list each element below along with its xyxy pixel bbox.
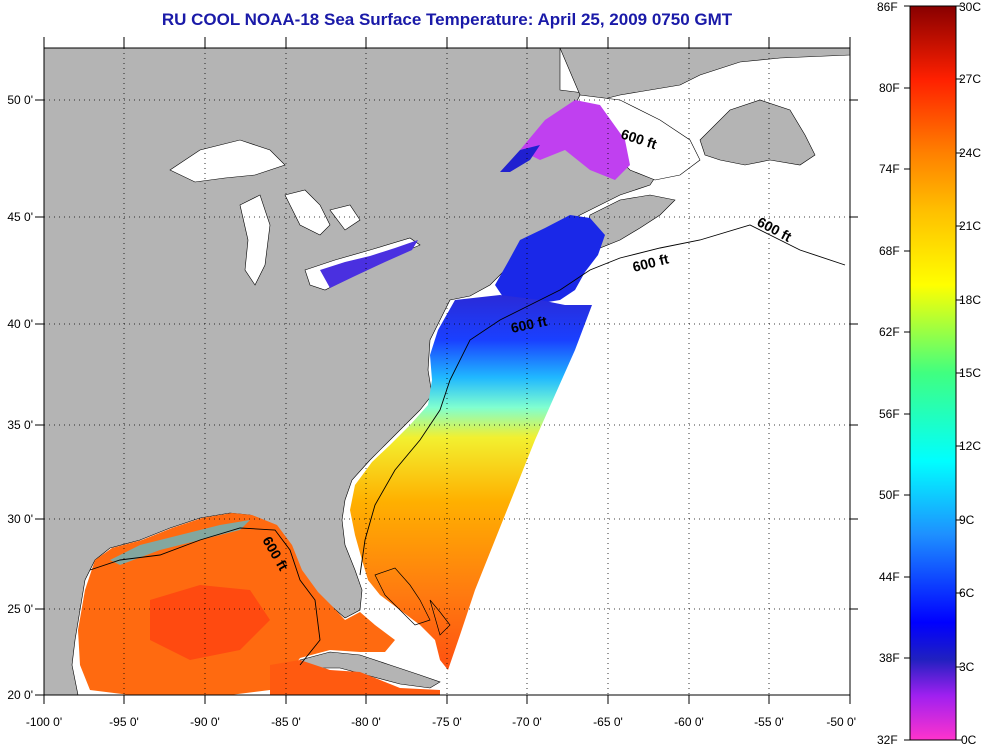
land-north-america — [44, 48, 661, 695]
lon-label: -100 0' — [26, 715, 62, 729]
lat-label: 20 0' — [7, 688, 33, 702]
colorbar-c-label: 15C — [959, 366, 982, 380]
colorbar-c-label: 27C — [959, 72, 982, 86]
sst-atlantic-swath — [350, 295, 592, 670]
lon-label: -70 0' — [512, 715, 542, 729]
contour-label-gulf-maine: 600 ft — [509, 313, 548, 336]
colorbar-c-label: 12C — [959, 439, 982, 453]
colorbar-c-label: 30C — [959, 0, 982, 14]
sst-gulf-coastal-cool — [110, 520, 250, 565]
lon-label: -75 0' — [432, 715, 462, 729]
lat-label: 50 0' — [7, 93, 33, 107]
lon-label: -90 0' — [190, 715, 220, 729]
land-cuba — [299, 651, 441, 689]
axis-ticks — [35, 37, 858, 704]
lat-label: 30 0' — [7, 512, 33, 526]
colorbar-f-label: 74F — [879, 162, 900, 176]
map-title: RU COOL NOAA-18 Sea Surface Temperature:… — [161, 10, 733, 29]
sst-lake-erie — [320, 240, 418, 288]
land-newfoundland — [699, 99, 816, 166]
colorbar-c-label: 3C — [959, 660, 975, 674]
sst-caribbean — [270, 660, 440, 695]
colorbar-f-label: 62F — [879, 325, 900, 339]
colorbar-f-label: 86F — [877, 0, 898, 14]
lon-label: -85 0' — [271, 715, 301, 729]
great-lakes — [169, 139, 421, 291]
sst-st-lawrence — [520, 100, 630, 180]
colorbar — [909, 5, 957, 741]
lat-label: 25 0' — [7, 602, 33, 616]
sst-st-lawrence-estuary — [500, 145, 540, 172]
colorbar-f-label: 56F — [879, 407, 900, 421]
lat-label: 45 0' — [7, 210, 33, 224]
colorbar-c-label: 21C — [959, 219, 982, 233]
latitude-labels: 50 0' 45 0' 40 0' 35 0' 30 0' 25 0' 20 0… — [7, 93, 33, 702]
colorbar-c-label: 9C — [959, 513, 975, 527]
colorbar-c-label: 6C — [959, 586, 975, 600]
lon-label: -65 0' — [593, 715, 623, 729]
lon-label: -80 0' — [351, 715, 381, 729]
longitude-labels: -100 0' -95 0' -90 0' -85 0' -80 0' -75 … — [26, 715, 856, 729]
contour-600ft — [89, 224, 846, 666]
lon-label: -60 0' — [674, 715, 704, 729]
bahamas-outline — [374, 567, 451, 636]
lat-label: 40 0' — [7, 317, 33, 331]
colorbar-f-label: 68F — [879, 244, 900, 258]
colorbar-f-label: 32F — [877, 733, 898, 747]
sst-gulf-warm-core — [150, 585, 270, 660]
lon-label: -95 0' — [109, 715, 139, 729]
sst-gulf-of-maine — [495, 215, 605, 305]
map-area: 600 ft 600 ft 600 ft 600 ft 600 ft — [44, 48, 850, 695]
colorbar-f-label: 44F — [879, 570, 900, 584]
colorbar-f-label: 38F — [879, 651, 900, 665]
lon-label: -50 0' — [826, 715, 856, 729]
colorbar-c-label: 18C — [959, 293, 982, 307]
colorbar-c-label: 24C — [959, 146, 982, 160]
colorbar-f-label: 50F — [879, 488, 900, 502]
lat-label: 35 0' — [7, 418, 33, 432]
colorbar-ticks — [904, 5, 962, 741]
colorbar-f-label: 80F — [879, 81, 900, 95]
colorbar-c-label: 0C — [961, 733, 977, 747]
lon-label: -55 0' — [754, 715, 784, 729]
